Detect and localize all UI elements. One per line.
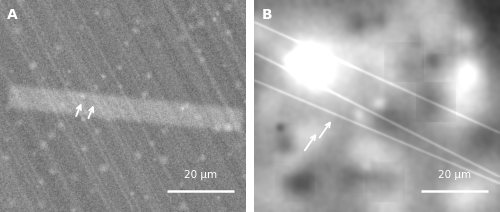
Text: 20 μm: 20 μm [438,170,471,180]
Text: B: B [262,8,272,22]
Text: 20 μm: 20 μm [184,170,217,180]
Text: A: A [8,8,18,22]
